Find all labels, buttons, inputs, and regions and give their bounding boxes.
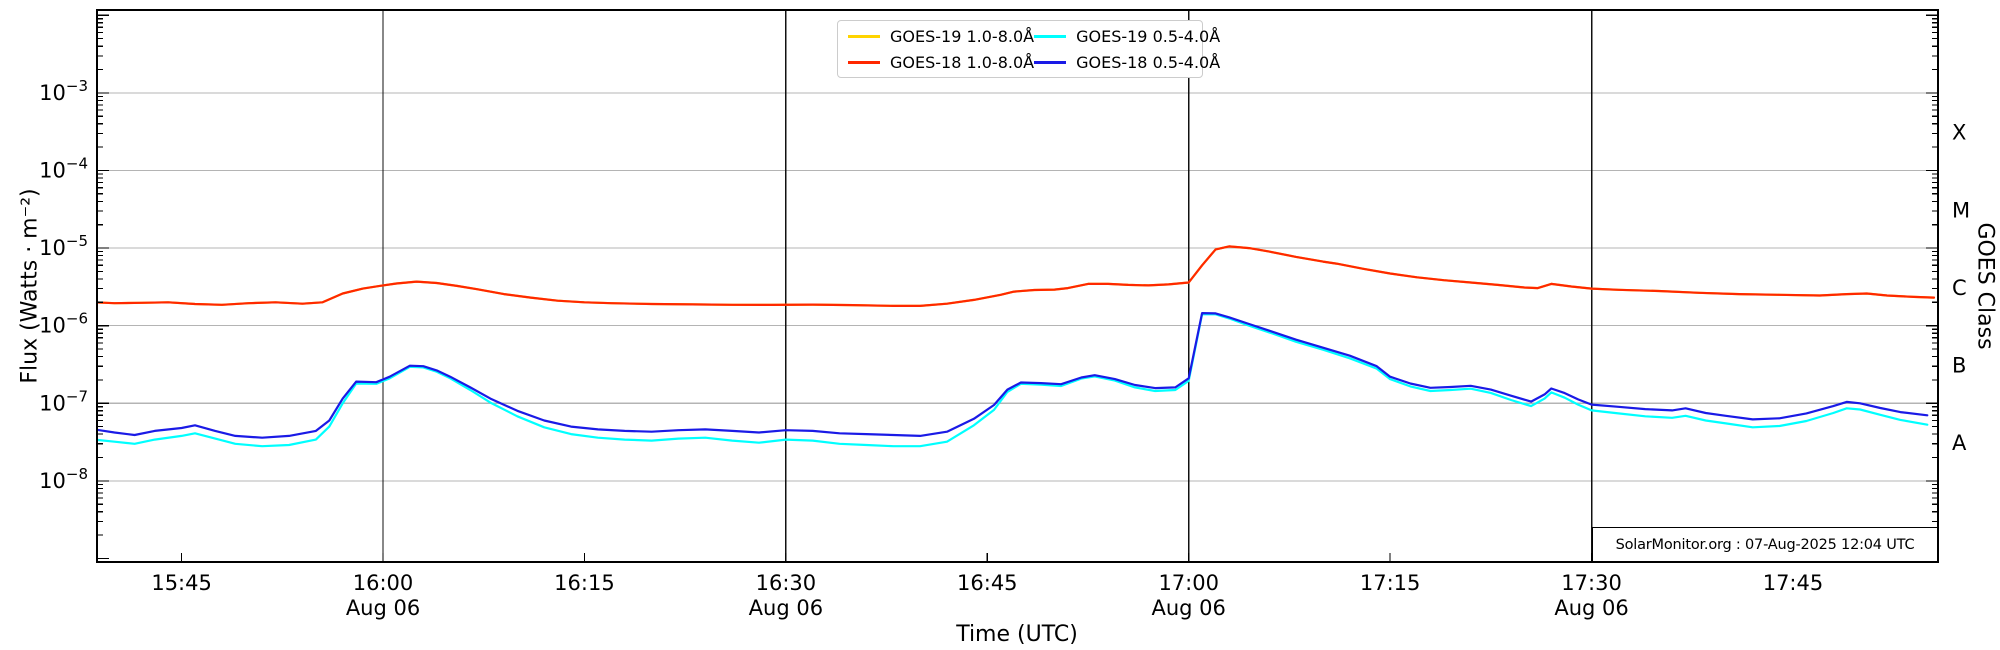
watermark-text: SolarMonitor.org : 07-Aug-2025 12:04 UTC (1615, 536, 1915, 553)
legend-item: GOES-18 1.0-8.0Å (848, 53, 1034, 72)
x-day-label: Aug 06 (1554, 596, 1628, 620)
y-tick-label: 10−7 (39, 387, 88, 415)
legend-item: GOES-19 1.0-8.0Å (848, 27, 1034, 46)
x-day-label: Aug 06 (749, 596, 823, 620)
y-tick-label: 10−8 (39, 465, 88, 493)
legend-label: GOES-18 1.0-8.0Å (890, 52, 1035, 72)
plot-border (96, 9, 1939, 563)
x-tick-label: 17:30 (1561, 571, 1622, 595)
right-axis-label: GOES Class (1972, 222, 1998, 350)
x-day-label: Aug 06 (346, 596, 420, 620)
legend-label: GOES-19 1.0-8.0Å (890, 26, 1035, 46)
series-line-GOES-18 0.5-4.0Å (97, 312, 1929, 439)
x-tick-label: 16:15 (554, 571, 615, 595)
legend-item: GOES-19 0.5-4.0Å (1034, 27, 1220, 46)
goes-class-label: B (1952, 353, 1966, 377)
x-day-label: Aug 06 (1152, 596, 1226, 620)
series-line-GOES-19 0.5-4.0Å (97, 313, 1929, 448)
x-tick-label: 16:00 (353, 571, 414, 595)
x-tick-label: 17:00 (1158, 571, 1219, 595)
legend-item: GOES-18 0.5-4.0Å (1034, 53, 1220, 72)
x-tick-label: 15:45 (151, 571, 212, 595)
y-axis-label: Flux (Watts · m⁻²) (17, 188, 43, 384)
series-group (97, 245, 1936, 448)
legend-line-swatch-goes18-long (848, 60, 880, 64)
x-tick-label: 17:45 (1763, 571, 1824, 595)
goes-class-label: M (1952, 198, 1970, 222)
y-tick-label: 10−5 (39, 232, 88, 260)
legend-label: GOES-18 0.5-4.0Å (1076, 52, 1221, 72)
x-tick-label: 16:45 (957, 571, 1018, 595)
goes-class-label: C (1952, 276, 1967, 300)
series-line-GOES-19 1.0-8.0Å (97, 245, 1936, 307)
legend-line-swatch-goes19-long (848, 34, 880, 38)
legend-label: GOES-19 0.5-4.0Å (1076, 26, 1221, 46)
x-tick-label: 16:30 (756, 571, 817, 595)
y-tick-label: 10−4 (39, 154, 88, 182)
legend-line-swatch-goes18-short (1034, 60, 1067, 64)
y-tick-label: 10−3 (39, 77, 88, 105)
watermark-box: SolarMonitor.org : 07-Aug-2025 12:04 UTC (1592, 527, 1938, 562)
x-tick-label: 17:15 (1360, 571, 1421, 595)
legend: GOES-19 1.0-8.0Å GOES-18 1.0-8.0Å GOES-1… (837, 20, 1220, 78)
series-line-GOES-18 1.0-8.0Å (97, 245, 1936, 307)
goes-class-label: X (1952, 121, 1966, 145)
y-tick-label: 10−6 (39, 310, 88, 338)
legend-line-swatch-goes19-short (1034, 34, 1067, 38)
goes-class-label: A (1952, 431, 1967, 455)
x-axis-label: Time (UTC) (956, 622, 1078, 647)
